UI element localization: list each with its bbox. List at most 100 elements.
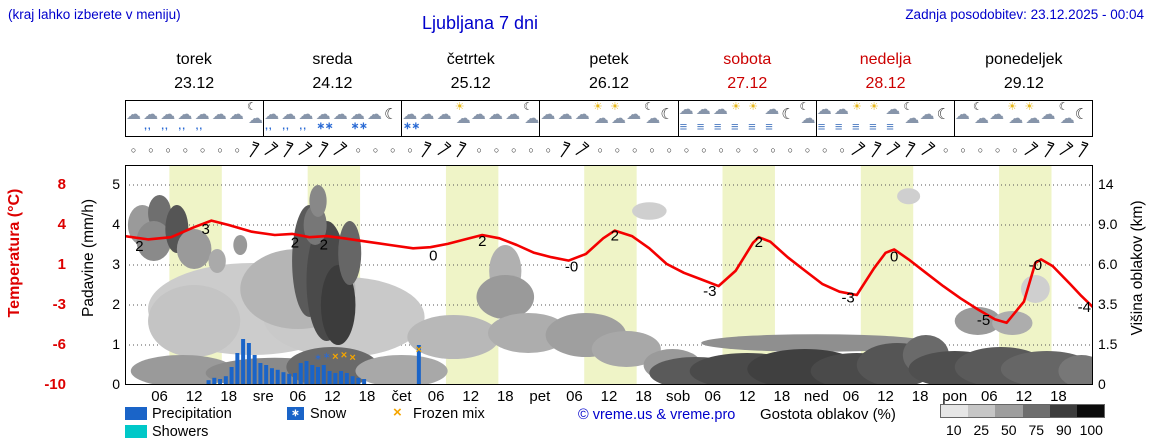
fog-lines-icon: ≡	[679, 119, 688, 134]
weather-icon-snow: ☁ ∗∗	[315, 101, 334, 136]
wind-calm-icon: ○	[943, 145, 949, 155]
cloud-icon: ☁	[366, 106, 382, 123]
x-hour-label: 18	[911, 388, 929, 405]
density-tick-label: 100	[1079, 422, 1103, 438]
cloud-icon: ☁	[678, 101, 694, 118]
weather-icon-fog-sun: ☀ ≡	[747, 101, 764, 136]
precip-bar	[218, 379, 223, 385]
icon-day-group: ☁ ☾ ☁ ☁ ☀ ☁ ☀ ☁ ☁ ☾ ☁ ☾	[955, 101, 1092, 136]
cloud-icon: ☁	[954, 106, 970, 123]
wind-calm-icon: ○	[407, 145, 413, 155]
day-name: četrtek	[446, 51, 495, 68]
fog-lines-icon: ≡	[851, 119, 860, 134]
rain-drops-icon: ,,	[144, 121, 152, 132]
wind-calm-icon: ○	[545, 145, 552, 155]
sun-icon: ☀	[1024, 101, 1035, 113]
temp-value-label: 2	[755, 234, 763, 251]
wind-calm-icon: ○	[182, 145, 189, 155]
cloud-icon: ☁	[160, 106, 176, 123]
wind-barb-icon	[298, 138, 315, 164]
x-hour-label: 06	[980, 388, 998, 405]
wind-calm-icon: ○	[701, 145, 707, 155]
cloud-icon: ☁	[800, 110, 816, 127]
cloud-icon: ☁	[593, 110, 609, 127]
x-hour-label: 18	[496, 388, 514, 405]
snow-flakes-icon: ∗∗	[350, 121, 368, 132]
cloud-icon: ☁	[764, 101, 780, 118]
cloud-icon: ☁	[264, 106, 280, 123]
cloud-icon: ☁	[315, 106, 331, 123]
precip-bar	[269, 368, 274, 385]
cloud-area	[320, 265, 356, 345]
x-hour-label: 18	[1050, 388, 1067, 405]
sun-icon: ☀	[851, 101, 862, 113]
precip-bar	[416, 345, 421, 385]
x-hour-label: 12	[600, 388, 618, 405]
weather-icon-cloud: ☁	[626, 101, 643, 136]
x-hour-label: 06	[566, 388, 583, 405]
wind-calm-icon: ○	[770, 145, 776, 155]
wind-calm-icon: ○	[511, 145, 517, 155]
weather-icon-moon: ☾	[384, 101, 401, 136]
weather-icon-sun-cloud: ☀ ☁	[592, 101, 609, 136]
cloud-area	[476, 275, 535, 319]
day-date: 27.12	[727, 75, 768, 92]
moon-icon: ☾	[523, 101, 534, 113]
cloud-icon: ☁	[349, 106, 365, 123]
snow-mark: ∗	[323, 351, 331, 361]
precipitation-swatch	[125, 407, 147, 420]
moon-icon: ☾	[644, 101, 655, 113]
legend-frozen-mix-label: Frozen mix	[413, 406, 485, 422]
cloud-icon: ☁	[228, 106, 244, 123]
icon-day-group: ☁,, ☁,, ☁,, ☁ ∗∗ ☁ ☁ ∗∗ ☁ ☾	[264, 101, 403, 136]
weather-icon-fog: ☁ ≡	[834, 101, 851, 136]
rain-drops-icon: ,,	[195, 121, 204, 132]
x-hour-label: 18	[358, 388, 376, 405]
fog-lines-icon: ≡	[834, 119, 843, 134]
precip-bar	[212, 377, 217, 385]
wind-calm-icon: ○	[372, 145, 379, 155]
wind-barb-icon	[263, 138, 280, 164]
wind-calm-icon: ○	[1012, 145, 1018, 155]
precip-bar	[356, 377, 361, 385]
cloud-icon: ☁	[487, 106, 503, 123]
weather-icon-rain: ☁,,	[195, 101, 212, 136]
wind-calm-icon: ○	[493, 145, 500, 155]
wind-calm-icon: ○	[718, 145, 724, 155]
cloud-height-tick: 0	[1098, 376, 1106, 392]
wind-barb-icon	[851, 138, 868, 164]
x-hour-label: 12	[324, 388, 341, 405]
icon-day-group: ☁ ☁ ☁ ☀ ☁ ☀ ☁ ☁ ☾ ☁ ☾	[540, 101, 679, 136]
weather-icon-cloud: ☁	[575, 101, 592, 136]
precip-bar	[206, 380, 211, 385]
cloud-icon: ☁	[989, 106, 1005, 123]
x-day-label: sob	[666, 388, 691, 405]
weather-icon-snow: ☁ ∗∗	[402, 101, 420, 136]
weather-icon-snow: ☁ ∗∗	[349, 101, 368, 136]
precip-bar	[275, 369, 280, 385]
density-segment	[995, 405, 1023, 417]
cloud-icon: ☁	[419, 106, 435, 123]
day-header-sreda: sreda 24.12	[267, 48, 397, 96]
moon-icon: ☾	[1074, 106, 1089, 123]
wind-barb-icon	[920, 138, 937, 164]
temperature-tick: -6	[52, 336, 66, 353]
precip-bar	[333, 373, 338, 385]
weather-icon-fog: ☁ ≡	[679, 101, 696, 136]
cloud-icon: ☁	[816, 101, 832, 118]
precipitation-tick: 4	[112, 216, 120, 232]
cloud-height-tick: 3.5	[1098, 296, 1118, 312]
precip-bar	[298, 363, 303, 385]
wind-calm-icon: ○	[390, 145, 396, 155]
cloud-area	[591, 331, 661, 367]
moon-icon: ☾	[384, 106, 398, 123]
copyright-link[interactable]: © vreme.us & vreme.pro	[578, 407, 736, 423]
weather-icon-cloud: ☁	[955, 101, 972, 136]
weather-icon-fog: ☁ ≡	[713, 101, 730, 136]
wind-barb-icon	[246, 138, 263, 164]
precip-bar	[321, 365, 326, 385]
temp-value-label: -5	[977, 312, 990, 329]
cloud-height-tick: 9.0	[1098, 216, 1118, 232]
wind-calm-icon: ○	[165, 145, 171, 155]
frozen-mix-mark: ×	[341, 350, 347, 362]
